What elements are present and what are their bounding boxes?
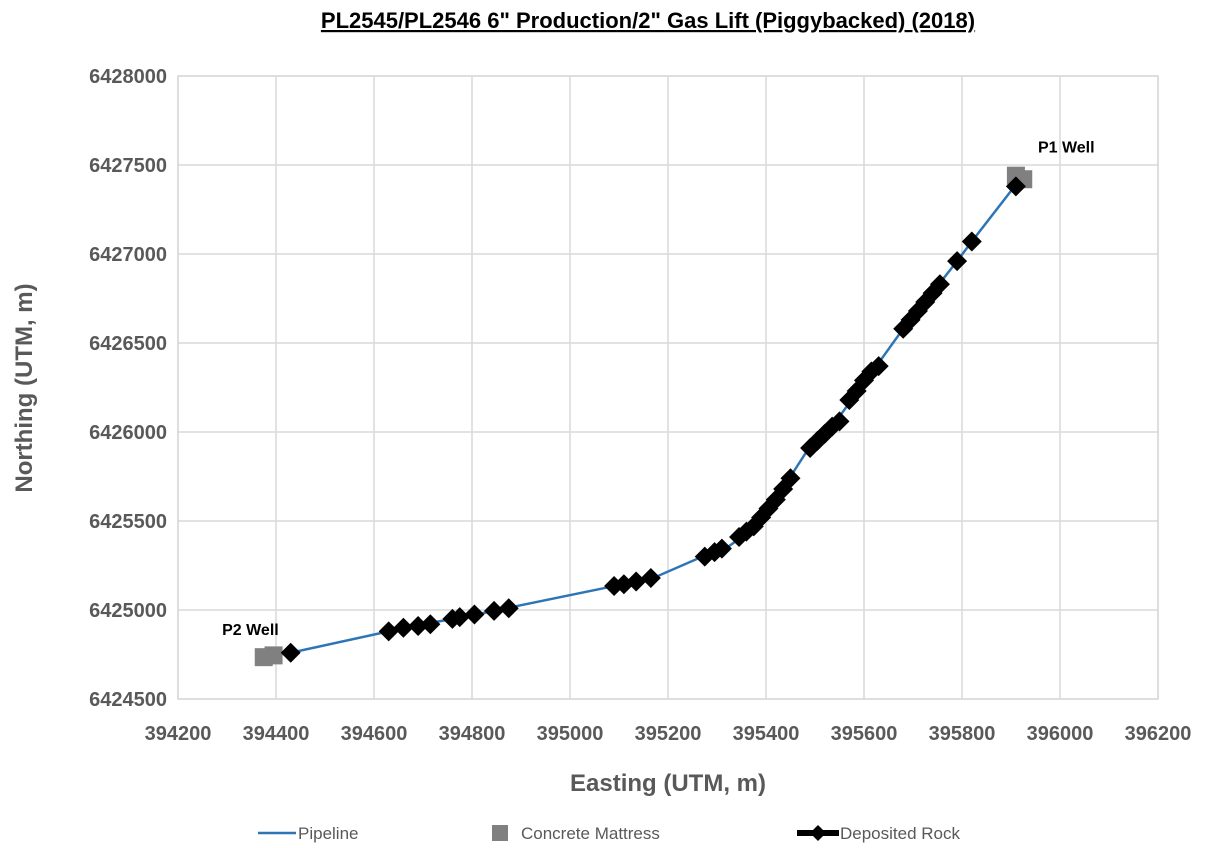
y-axis-label: Northing (UTM, m) [11,283,38,492]
deposited-rock-point-0 [280,642,301,663]
x-tick-label-5: 395200 [635,723,702,745]
annotation-p1-well: P1 Well [1038,140,1095,157]
x-tick-label-9: 396000 [1027,723,1094,745]
deposited-rock-point-1 [378,621,399,642]
x-tick-label-8: 395800 [929,723,996,745]
series-concrete-mattress [254,166,1033,667]
deposited-rock-point-8 [484,600,505,621]
deposited-rock-point-16 [711,538,732,559]
deposited-rock-point-3 [408,616,429,637]
y-tick-label-5: 6427000 [89,244,167,266]
deposited-rock-point-7 [464,604,485,625]
y-tick-label-0: 6424500 [89,689,167,711]
legend-item-deposited-rock: Deposited Rock [797,824,961,843]
plot-area [177,75,1159,700]
deposited-rock-point-34 [868,356,889,377]
y-tick-label-6: 6427500 [89,155,167,177]
y-tick-label-2: 6425500 [89,511,167,533]
y-tick-labels: 6424500 6425000 6425500 6426000 6426500 64270… [89,66,167,711]
x-tick-label-1: 394400 [243,723,310,745]
x-tick-label-7: 395600 [831,723,898,745]
annotations: P1 Well P2 Well [222,140,1094,639]
x-tick-label-10: 396200 [1125,723,1192,745]
x-tick-label-3: 394800 [439,723,506,745]
deposited-rock-point-29 [829,411,850,432]
deposited-rock-point-41 [947,251,968,272]
deposited-rock-point-42 [961,231,982,252]
x-axis-label: Easting (UTM, m) [570,770,766,797]
legend-label-pipeline: Pipeline [298,824,359,843]
legend-swatch-deposited-rock-marker [810,825,826,841]
deposited-rock-point-40 [929,274,950,295]
x-tick-labels: 394200 394400 394600 394800 395000 395200 3954… [145,723,1192,745]
legend-item-concrete-mattress: Concrete Mattress [492,824,660,843]
deposited-rock-point-43 [1005,176,1026,197]
chart-title: PL2545/PL2546 6" Production/2" Gas Lift … [321,8,975,33]
legend-swatch-concrete-mattress [492,825,508,841]
concrete-mattress-point-1 [264,646,283,665]
annotation-p2-well: P2 Well [222,622,279,639]
y-tick-label-4: 6426500 [89,333,167,355]
deposited-rock-point-9 [498,598,519,619]
deposited-rock-point-4 [420,614,441,635]
y-tick-label-7: 6428000 [89,66,167,88]
legend: Pipeline Concrete Mattress Deposited Rock [258,824,961,843]
legend-label-deposited-rock: Deposited Rock [840,824,961,843]
deposited-rock-point-24 [780,468,801,489]
y-tick-label-1: 6425000 [89,600,167,622]
legend-item-pipeline: Pipeline [258,824,359,843]
deposited-rock-point-13 [640,567,661,588]
deposited-rock-point-2 [393,617,414,638]
y-tick-label-3: 6426000 [89,422,167,444]
deposited-rock-point-12 [626,571,647,592]
legend-label-concrete-mattress: Concrete Mattress [521,824,660,843]
x-tick-label-0: 394200 [145,723,212,745]
series-layer [254,166,1033,667]
x-tick-label-4: 395000 [537,723,604,745]
x-tick-label-6: 395400 [733,723,800,745]
x-tick-label-2: 394600 [341,723,408,745]
deposited-rock-point-6 [449,607,470,628]
series-deposited-rock [280,176,1026,663]
